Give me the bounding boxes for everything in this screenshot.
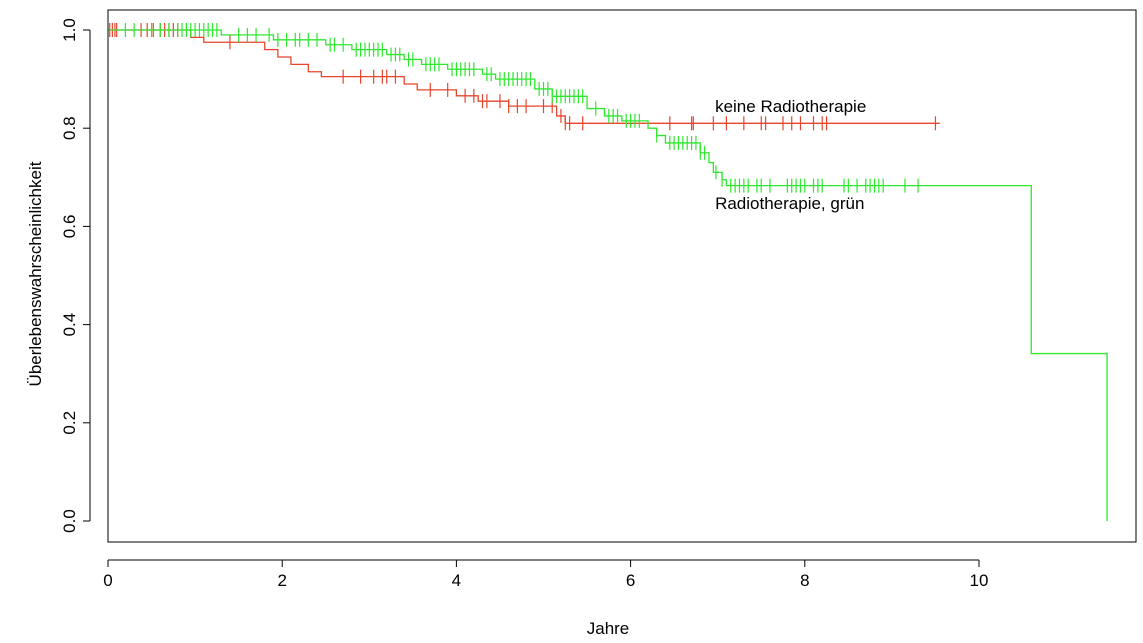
x-tick-label: 8 xyxy=(800,571,809,590)
survival-curve-1 xyxy=(108,29,940,124)
x-tick-label: 6 xyxy=(626,571,635,590)
y-axis-title: Überlebenswahrscheinlichkeit xyxy=(26,161,45,386)
x-tick-label: 0 xyxy=(103,571,112,590)
x-tick-label: 4 xyxy=(452,571,461,590)
y-tick-label: 1.0 xyxy=(60,18,79,42)
x-tick-label: 10 xyxy=(970,571,989,590)
y-tick-label: 0.4 xyxy=(60,313,79,337)
y-tick-label: 0.8 xyxy=(60,116,79,140)
y-tick-label: 0.2 xyxy=(60,411,79,435)
x-axis-title: Jahre xyxy=(587,619,630,638)
plot-layer xyxy=(108,23,1108,521)
plot-frame xyxy=(107,9,1137,543)
curve-annotation: Radiotherapie, grün xyxy=(715,194,864,213)
x-tick-label: 2 xyxy=(277,571,286,590)
axis-layer: 0 2 4 6 8 10 0.0 0.2 0.4 0.6 0.8 1.0 keine Radiother… xyxy=(60,9,1137,590)
survival-curve-2 xyxy=(108,29,1108,521)
y-tick-label: 0.0 xyxy=(60,509,79,533)
y-tick-label: 0.6 xyxy=(60,215,79,239)
curve-annotation: keine Radiotherapie xyxy=(715,97,866,116)
